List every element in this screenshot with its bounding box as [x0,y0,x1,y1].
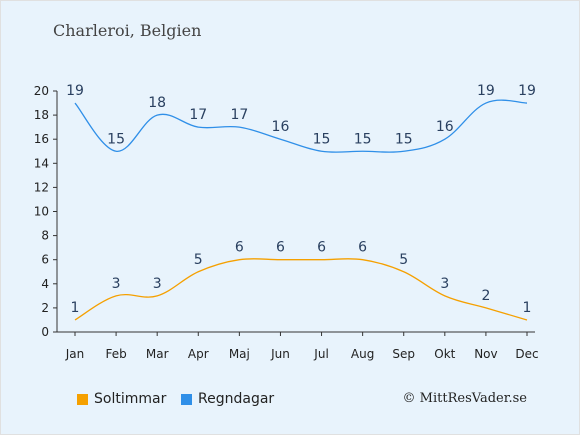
y-tick-label: 8 [41,229,49,243]
legend-item-regndagar: Regndagar [181,391,274,407]
series-line-soltimmar [74,258,528,321]
data-label-soltimmar: 6 [358,240,367,256]
data-label-regndagar: 19 [477,83,495,99]
x-tick-label: Maj [229,347,250,361]
legend-swatch-regndagar [181,393,192,405]
x-tick-label: Jul [313,347,328,361]
data-label-soltimmar: 6 [276,240,285,256]
y-tick-label: 0 [41,325,49,339]
data-label-regndagar: 19 [518,83,536,99]
legend-item-soltimmar: Soltimmar [77,391,166,407]
legend-label-soltimmar: Soltimmar [94,391,167,407]
x-tick-label: Aug [351,347,374,361]
x-tick-label: Mar [146,347,169,361]
data-label-regndagar: 15 [107,131,125,147]
data-label-soltimmar: 3 [440,276,449,292]
x-tick-label: Dec [515,347,538,361]
data-labels: 1 3 3 5 6 6 6 6 5 3 2 1 19 15 18 17 17 16 15 15 15 16 19 19 [66,83,536,316]
data-label-regndagar: 18 [148,95,166,111]
data-label-soltimmar: 1 [523,300,532,316]
y-tick-label: 16 [34,132,49,146]
data-label-regndagar: 15 [354,131,372,147]
y-tick-label: 14 [34,156,49,170]
copyright-text: © MittResVader.se [402,391,527,406]
legend-label-regndagar: Regndagar [198,391,275,407]
data-label-regndagar: 19 [66,83,84,99]
data-label-soltimmar: 1 [71,300,80,316]
y-tick-label: 6 [41,253,49,267]
y-tick-label: 20 [34,84,49,98]
data-label-soltimmar: 6 [235,240,244,256]
y-tick-label: 4 [41,277,49,291]
data-label-regndagar: 16 [272,119,290,135]
data-label-regndagar: 15 [313,131,331,147]
series-lines [74,99,528,321]
data-label-soltimmar: 5 [399,252,408,268]
x-tick-label: Sep [392,347,415,361]
data-label-soltimmar: 3 [112,276,121,292]
x-tick-label: Okt [434,347,455,361]
data-label-regndagar: 17 [230,107,248,123]
x-tick-label: Apr [188,347,209,361]
x-tick-label: Jun [270,347,290,361]
y-tick-label: 12 [34,180,49,194]
data-label-soltimmar: 2 [481,288,490,304]
data-label-soltimmar: 5 [194,252,203,268]
y-tick-label: 2 [41,301,49,315]
series-line-regndagar [74,99,528,153]
y-tick-label: 18 [34,108,49,122]
y-tick-label: 10 [34,205,49,219]
data-label-soltimmar: 3 [153,276,162,292]
data-label-regndagar: 16 [436,119,454,135]
data-label-soltimmar: 6 [317,240,326,256]
x-tick-label: Feb [105,347,126,361]
chart-title: Charleroi, Belgien [53,21,202,40]
legend-swatch-soltimmar [77,393,88,405]
data-label-regndagar: 17 [189,107,207,123]
data-label-regndagar: 15 [395,131,413,147]
x-tick-label: Jan [65,347,85,361]
x-tick-label: Nov [474,347,497,361]
